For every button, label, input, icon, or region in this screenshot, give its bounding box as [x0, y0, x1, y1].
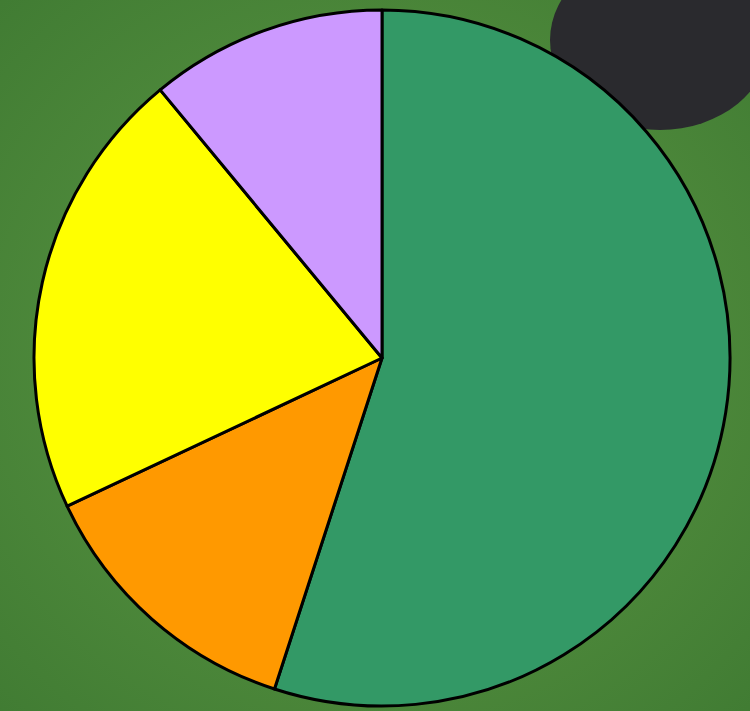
- chart: [0, 0, 750, 711]
- pie-slice: [160, 10, 382, 358]
- pie: [34, 10, 730, 706]
